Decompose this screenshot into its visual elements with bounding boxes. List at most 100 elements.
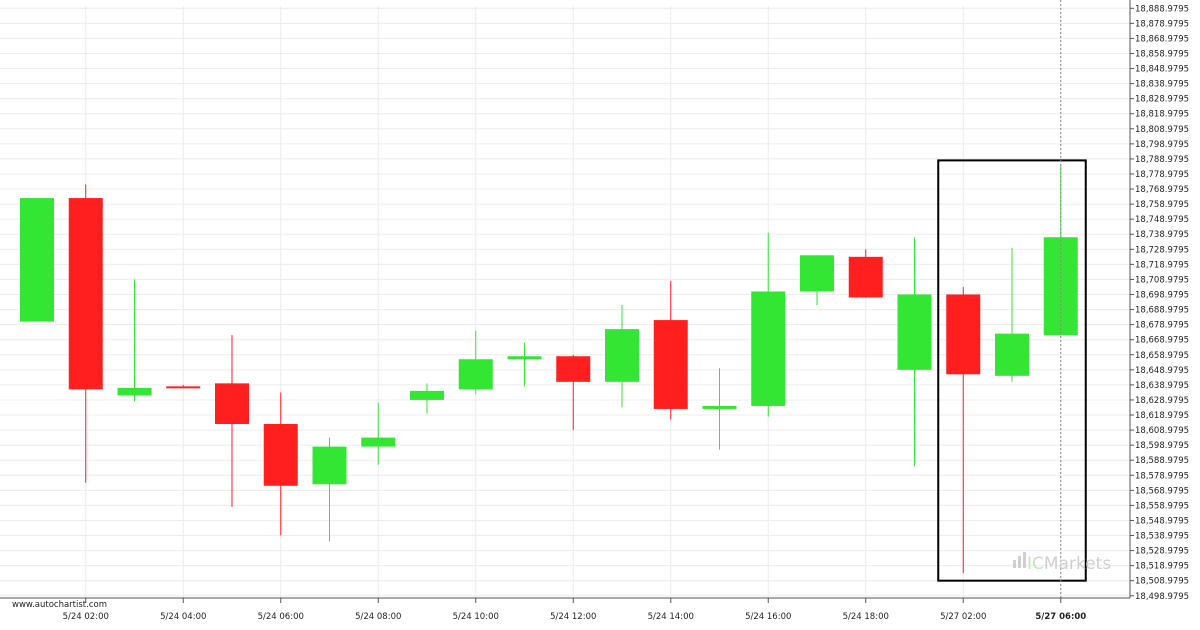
- y-tick-label: 18,538.9795: [1135, 532, 1189, 542]
- axes: 18,888.9795 18,878.9795 18,868.9795 18,858.…: [0, 0, 1189, 622]
- x-tick-label: 5/24 14:00: [648, 612, 694, 622]
- x-tick-label: 5/27 06:00: [1035, 612, 1086, 622]
- y-tick-label: 18,748.9795: [1135, 215, 1189, 225]
- y-tick-label: 18,638.9795: [1135, 381, 1189, 391]
- candle: [507, 342, 542, 387]
- candle: [361, 402, 396, 465]
- y-tick-label: 18,808.9795: [1135, 125, 1189, 135]
- y-tick-label: 18,568.9795: [1135, 486, 1189, 496]
- candle: [702, 368, 737, 450]
- x-tick-label: 5/24 12:00: [550, 612, 596, 622]
- y-tick-label: 18,588.9795: [1135, 456, 1189, 466]
- candle-body: [995, 333, 1029, 376]
- y-tick-label: 18,858.9795: [1135, 49, 1189, 59]
- candle-body: [117, 387, 152, 396]
- candles: [20, 164, 1078, 574]
- y-tick-label: 18,738.9795: [1135, 230, 1189, 240]
- x-tick-label: 5/24 02:00: [63, 612, 109, 622]
- candle: [897, 237, 932, 467]
- y-tick-label: 18,688.9795: [1135, 306, 1189, 316]
- y-tick-label: 18,818.9795: [1135, 110, 1189, 120]
- y-tick-label: 18,598.9795: [1135, 441, 1189, 451]
- y-tick-label: 18,648.9795: [1135, 366, 1189, 376]
- y-tick-label: 18,628.9795: [1135, 396, 1189, 406]
- candle-body: [263, 424, 298, 486]
- y-tick-label: 18,848.9795: [1135, 65, 1189, 75]
- candle: [848, 249, 883, 298]
- y-tick-label: 18,528.9795: [1135, 547, 1189, 557]
- candle: [751, 232, 786, 417]
- candle-body: [653, 320, 688, 409]
- candle-body: [68, 198, 103, 390]
- candle-body: [605, 329, 639, 382]
- x-tick-label: 5/24 08:00: [355, 612, 401, 622]
- y-tick-label: 18,788.9795: [1135, 155, 1189, 165]
- y-tick-label: 18,658.9795: [1135, 351, 1189, 361]
- candle: [800, 255, 834, 306]
- candle-body: [507, 356, 542, 360]
- candle-body: [166, 386, 201, 389]
- y-tick-label: 18,838.9795: [1135, 80, 1189, 90]
- y-tick-label: 18,698.9795: [1135, 290, 1189, 300]
- candle-body: [897, 294, 932, 370]
- x-tick-label: 5/24 18:00: [843, 612, 889, 622]
- y-tick-label: 18,678.9795: [1135, 321, 1189, 331]
- candle-body: [556, 356, 591, 382]
- x-tick-label: 5/24 10:00: [453, 612, 499, 622]
- y-tick-label: 18,618.9795: [1135, 411, 1189, 421]
- y-tick-label: 18,718.9795: [1135, 260, 1189, 270]
- y-tick-label: 18,548.9795: [1135, 516, 1189, 526]
- y-tick-label: 18,578.9795: [1135, 471, 1189, 481]
- x-tick-label: 5/24 16:00: [745, 612, 791, 622]
- candle-body: [800, 255, 834, 292]
- candle: [312, 437, 347, 542]
- candle-body: [361, 437, 396, 447]
- brand-prefix: IC: [1027, 554, 1044, 574]
- x-tick-label: 5/24 06:00: [258, 612, 304, 622]
- candle-body: [20, 198, 54, 322]
- candle: [68, 184, 103, 483]
- candle: [410, 383, 444, 414]
- y-tick-label: 18,708.9795: [1135, 275, 1189, 285]
- candle: [995, 247, 1029, 382]
- candle: [458, 330, 493, 394]
- y-tick-label: 18,518.9795: [1135, 562, 1189, 572]
- candle-body: [848, 256, 883, 298]
- brand-logo-text: ICMarkets: [1027, 554, 1111, 574]
- candle: [117, 279, 152, 402]
- brand-bars-icon: [1013, 552, 1026, 568]
- y-tick-label: 18,508.9795: [1135, 577, 1189, 587]
- x-tick-label: 5/24 04:00: [160, 612, 206, 622]
- candle-body: [458, 359, 493, 390]
- candle: [215, 335, 249, 507]
- y-tick-label: 18,608.9795: [1135, 426, 1189, 436]
- candle-body: [946, 294, 981, 375]
- site-label[interactable]: www.autochartist.com: [12, 600, 107, 610]
- y-tick-label: 18,878.9795: [1135, 19, 1189, 29]
- y-tick-label: 18,798.9795: [1135, 140, 1189, 150]
- candle: [20, 198, 54, 322]
- candle: [263, 392, 298, 536]
- x-tick-label: 5/27 02:00: [940, 612, 986, 622]
- y-tick-label: 18,668.9795: [1135, 336, 1189, 346]
- candle-body: [751, 291, 786, 406]
- candle: [605, 305, 639, 408]
- candle-body: [410, 390, 444, 400]
- y-tick-label: 18,888.9795: [1135, 4, 1189, 14]
- y-tick-label: 18,758.9795: [1135, 200, 1189, 210]
- y-tick-label: 18,828.9795: [1135, 95, 1189, 105]
- y-tick-label: 18,768.9795: [1135, 185, 1189, 195]
- candle: [946, 286, 981, 574]
- pattern-highlight: [937, 159, 1087, 582]
- brand-name: Markets: [1044, 554, 1111, 574]
- grid-lines: [0, 6, 1130, 598]
- y-tick-label: 18,728.9795: [1135, 245, 1189, 255]
- pattern-highlight-box: [937, 159, 1087, 582]
- candle: [653, 280, 688, 420]
- y-tick-label: 18,558.9795: [1135, 501, 1189, 511]
- brand-watermark: ICMarkets: [1013, 552, 1111, 574]
- candle-body: [215, 383, 249, 425]
- y-tick-label: 18,498.9795: [1135, 592, 1189, 602]
